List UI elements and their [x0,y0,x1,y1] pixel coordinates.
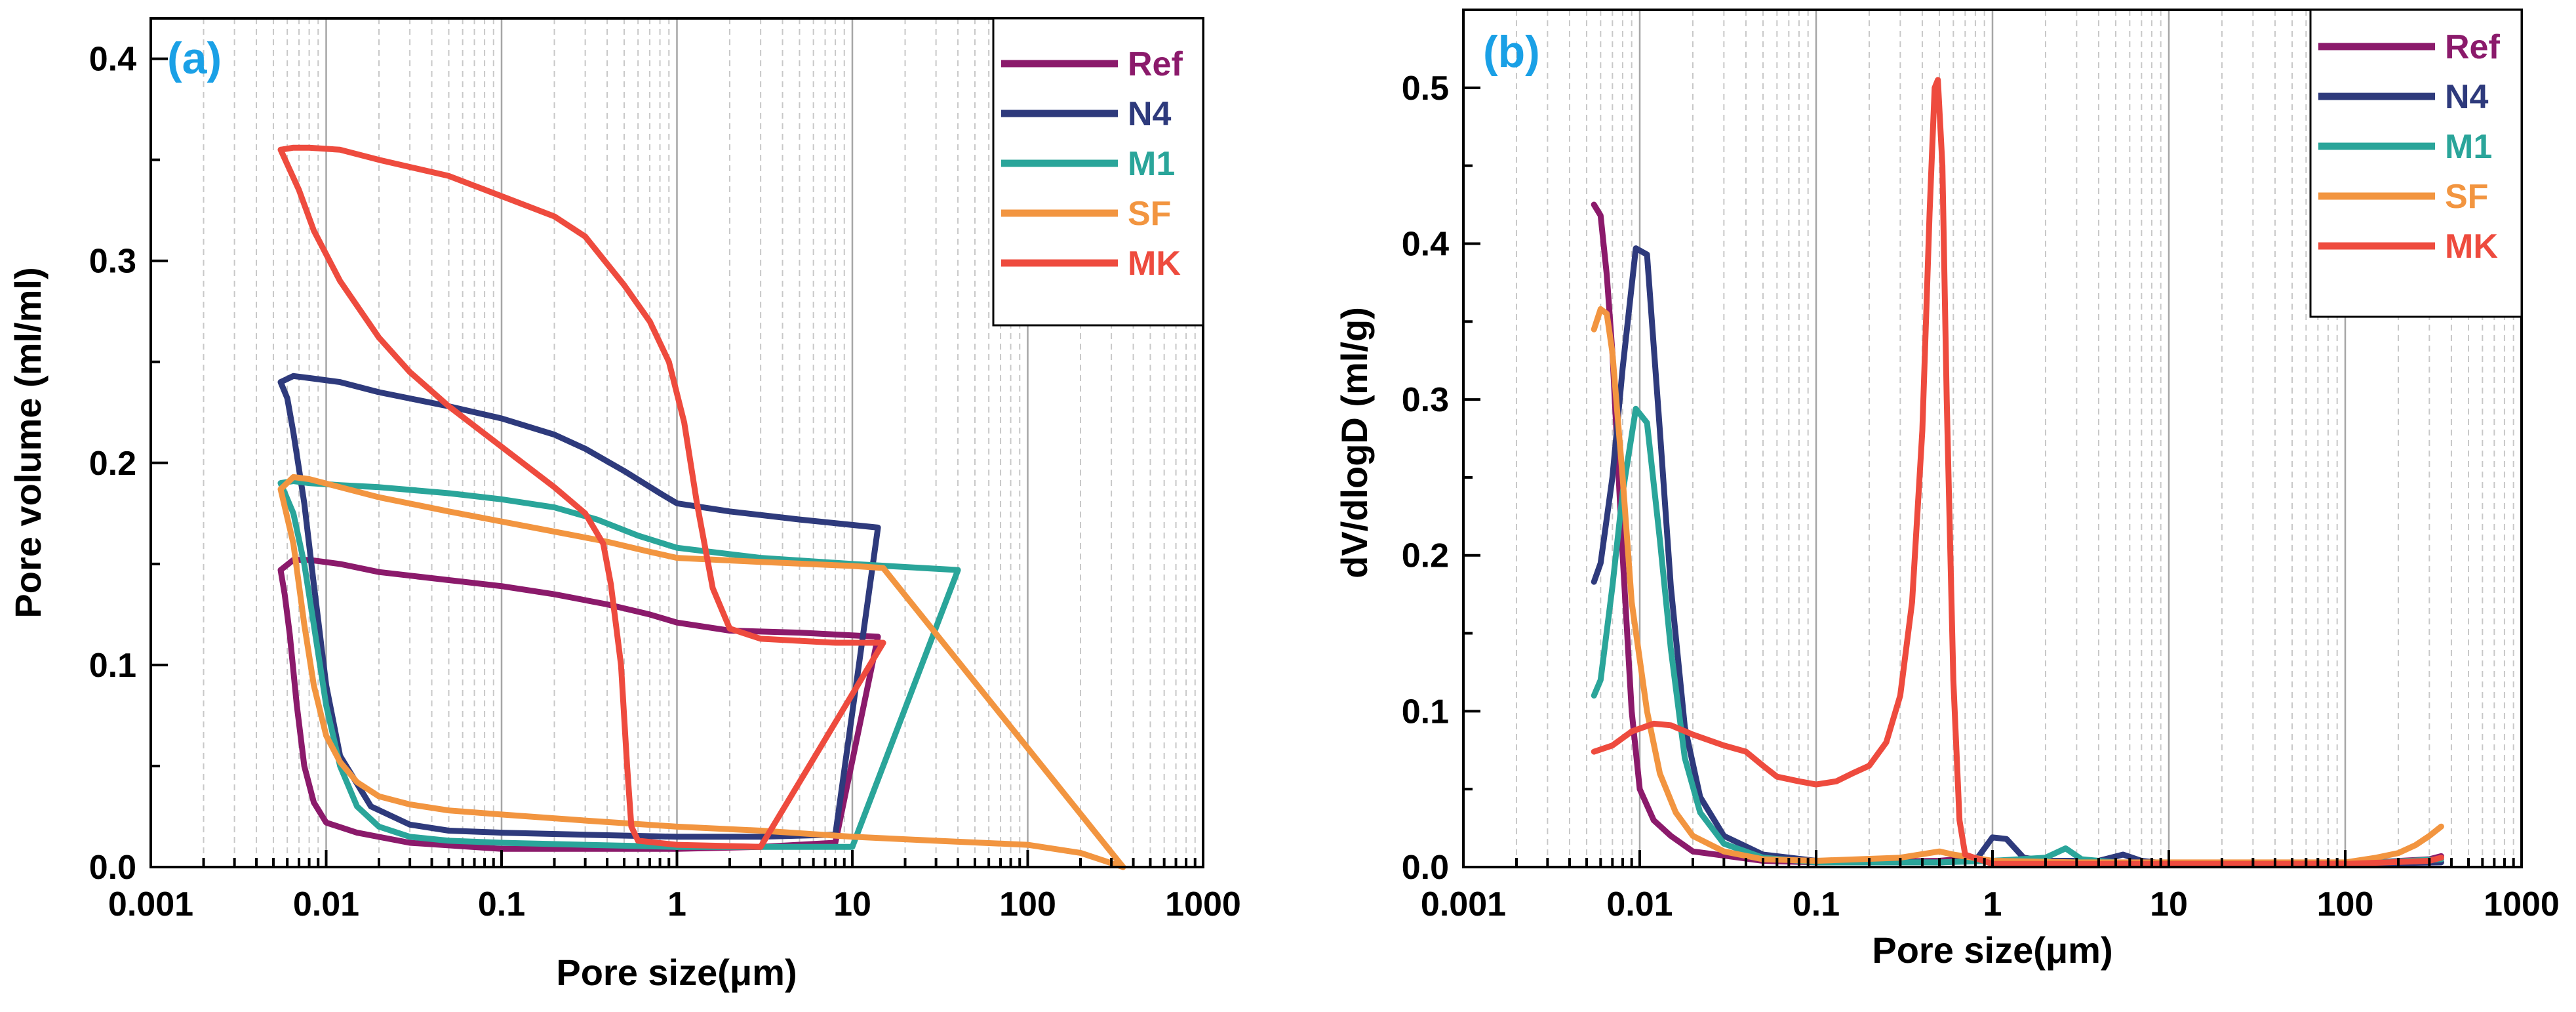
panel-a-series [277,144,1126,870]
legend-label-mk: MK [1128,245,1181,283]
panel-b: 0.001 0.01 0.1 1 10 100 1000 0.0 0.1 0.2 0.3 0.4 0.5… [1334,9,2560,971]
x-tick-label: 100 [999,885,1056,923]
legend-label-n4: N4 [1128,95,1172,133]
y-tick-label: 0.4 [1402,225,1449,263]
x-tick-label: 0.001 [1421,885,1506,923]
y-tick-label: 0.1 [89,647,136,685]
panel-a-ticks [149,57,1204,868]
legend-box [2309,9,2523,318]
panel-a-grid [203,18,1196,867]
series-line-m1 [277,478,961,850]
y-tick-label: 0.2 [1402,537,1449,575]
x-tick-label: 0.1 [478,885,525,923]
series-line-m1 [1591,405,2444,867]
panel-a-label: (a) [167,33,222,83]
panel-b-ticks [1462,9,2523,868]
y-tick-label: 0.3 [1402,381,1449,419]
x-tick-label: 0.1 [1793,885,1840,923]
y-tick-label: 0.2 [89,445,136,483]
legend-label-ref: Ref [1128,45,1183,83]
legend-label-sf: SF [1128,195,1171,233]
panel-a-x-axis-title: Pore size(μm) [556,952,797,993]
legend-label-ref: Ref [2445,28,2500,66]
y-tick-label: 0.4 [89,41,136,79]
panel-b-label: (b) [1483,27,1540,77]
legend-label-sf: SF [2445,178,2488,216]
y-tick-label: 0.0 [89,849,136,887]
series-line-mk [277,144,886,850]
x-tick-label: 0.01 [1606,885,1673,923]
x-tick-label: 0.01 [293,885,359,923]
x-tick-label: 1000 [1165,885,1241,923]
series-line-sf [277,474,1126,870]
x-tick-label: 1 [1983,885,2002,923]
legend-box [992,17,1204,327]
x-tick-label: 10 [833,885,871,923]
panel-b-x-axis-title: Pore size(μm) [1872,929,2112,971]
x-tick-label: 1 [667,885,686,923]
panel-a-y-axis-title: Pore volume (ml/ml) [7,267,49,618]
y-tick-label: 0.3 [89,243,136,281]
panel-a-legend: Ref N4 M1 SF MK [992,17,1204,327]
panel-b-y-axis-title: dV/dlogD (ml/g) [1334,307,1375,578]
y-tick-label: 0.1 [1402,693,1449,731]
legend-label-m1: M1 [2445,128,2492,166]
x-tick-label: 100 [2317,885,2374,923]
panel-a: 0.001 0.01 0.1 1 10 100 1000 0.0 0.1 0.2 0.3 0.4 (a… [7,17,1241,993]
panel-b-legend: Ref N4 M1 SF MK [2309,9,2523,318]
x-tick-label: 0.001 [108,885,193,923]
x-tick-label: 1000 [2484,885,2560,923]
legend-label-mk: MK [2445,228,2498,266]
legend-label-m1: M1 [1128,145,1175,183]
series-line-n4 [277,373,881,840]
y-tick-label: 0.5 [1402,70,1449,108]
series-line-sf [1591,306,2444,866]
panel-b-tick-labels: 0.001 0.01 0.1 1 10 100 1000 0.0 0.1 0.2 0.3 0.4 0.5 [1402,70,2560,923]
panel-a-tick-labels: 0.001 0.01 0.1 1 10 100 1000 0.0 0.1 0.2 0.3 0.4 [89,41,1241,923]
series-line-n4 [1591,245,2444,867]
series-line-ref [277,557,881,852]
x-tick-label: 10 [2150,885,2188,923]
y-tick-label: 0.0 [1402,849,1449,887]
legend-label-n4: N4 [2445,78,2489,116]
